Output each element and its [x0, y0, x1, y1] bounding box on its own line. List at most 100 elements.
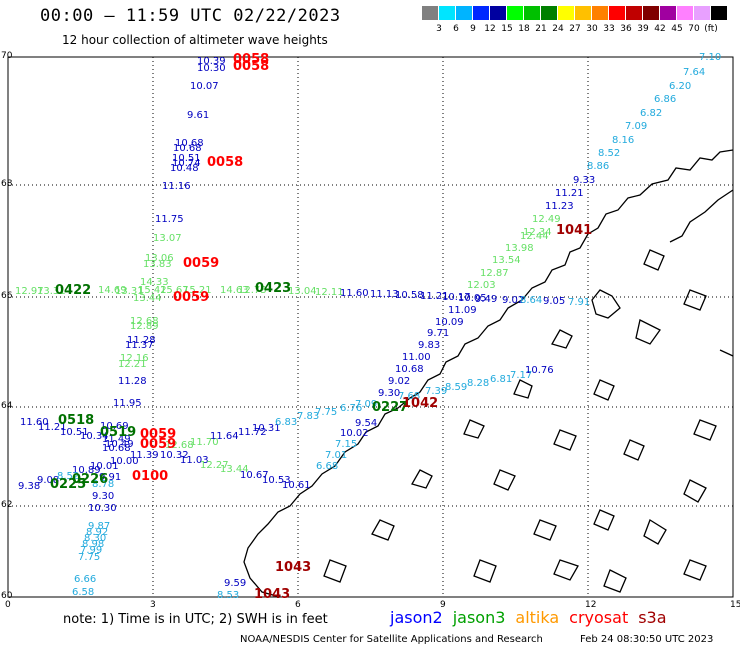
wave-height-reading: 8.16 — [612, 135, 635, 146]
pass-time-label: 0059 — [140, 427, 177, 442]
wave-height-reading: 9.54 — [355, 418, 378, 429]
coastline — [553, 429, 577, 451]
coastline — [591, 289, 621, 319]
wave-height-reading: 11.49 — [102, 434, 131, 445]
wave-height-reading: 6.81 — [490, 374, 513, 385]
scale-swatch — [558, 6, 574, 20]
wave-height-reading: 7.10 — [699, 52, 722, 63]
satellite-legend: jason2 jason3 altika cryosat s3a — [390, 608, 677, 627]
wave-height-reading: 9.30 — [378, 388, 401, 399]
wave-height-reading: 10.34 — [80, 431, 109, 442]
pass-time-label: 1043 — [275, 560, 312, 575]
wave-height-reading: 9.33 — [573, 175, 596, 186]
wave-height-reading: 10.30 — [197, 63, 226, 74]
pass-time-label: 0059 — [140, 437, 177, 452]
credit-line: NOAA/NESDIS Center for Satellite Applica… — [240, 634, 543, 645]
coastline — [243, 149, 734, 598]
wave-height-reading: 9.71 — [427, 328, 450, 339]
scale-label: 3 — [436, 24, 442, 34]
coastline — [463, 419, 485, 439]
latitude-label: 60 — [1, 591, 13, 601]
scale-swatch — [541, 6, 557, 20]
wave-height-reading: 10.05 — [458, 293, 487, 304]
scale-label: 42 — [654, 24, 666, 34]
wave-height-reading: 10.53 — [262, 475, 291, 486]
wave-height-reading: 10.67 — [240, 470, 269, 481]
wave-height-reading: 12.68 — [130, 316, 159, 327]
wave-height-reading: 8.28 — [467, 378, 490, 389]
wave-height-reading: 10.68 — [395, 364, 424, 375]
scale-label: 33 — [603, 24, 615, 34]
wave-height-reading: 13.44 — [133, 293, 162, 304]
legend-jason2: jason2 — [390, 608, 443, 627]
wave-height-reading: 10.30 — [88, 503, 117, 514]
wave-height-reading: 7.99 — [80, 545, 103, 556]
wave-height-reading: 8.59 — [445, 382, 468, 393]
wave-height-reading: 12.21 — [118, 359, 147, 370]
scale-swatch — [592, 6, 608, 20]
wave-height-reading: 13.54 — [492, 255, 521, 266]
map-subtitle: 12 hour collection of altimeter wave hei… — [62, 33, 328, 47]
wave-height-reading: 11.03 — [180, 455, 209, 466]
wave-height-reading: 9.02 — [388, 376, 411, 387]
scale-label: 12 — [484, 24, 496, 34]
pass-time-label: 0059 — [173, 290, 210, 305]
wave-height-reading: 7.75 — [315, 407, 338, 418]
wave-height-reading: 10.32 — [160, 450, 189, 461]
coastline — [683, 479, 707, 503]
latitude-label: 70 — [1, 51, 13, 61]
pass-time-label: 0058 — [233, 52, 270, 67]
wave-height-reading: 7.68 — [398, 391, 421, 402]
wave-height-reading: 9.05 — [543, 296, 566, 307]
wave-height-reading: 11.16 — [162, 181, 191, 192]
wave-height-reading: 15.21 — [183, 285, 212, 296]
wave-height-reading: 13.07 — [153, 233, 182, 244]
wave-height-reading: 11.60 — [20, 417, 49, 428]
scale-swatch — [677, 6, 693, 20]
scale-swatch — [456, 6, 472, 20]
wave-height-reading: 11.21 — [420, 291, 449, 302]
wave-height-reading: 6.58 — [72, 587, 95, 598]
wave-height-reading: 12.89 — [130, 321, 159, 332]
wave-height-reading: 12.27 — [200, 460, 229, 471]
latitude-label: 62 — [1, 500, 13, 510]
wave-height-reading: 8.92 — [86, 527, 109, 538]
wave-height-reading: 11.70 — [190, 437, 219, 448]
coastline — [473, 559, 497, 583]
generated-timestamp: Feb 24 08:30:50 UTC 2023 — [580, 634, 714, 645]
wave-height-reading: 12.11 — [315, 287, 344, 298]
wave-height-reading: 10.74 — [172, 158, 201, 169]
wave-height-reading: 12.87 — [480, 268, 509, 279]
coastline — [513, 379, 533, 399]
scale-label: 9 — [470, 24, 476, 34]
wave-height-reading: 11.23 — [545, 201, 574, 212]
wave-height-reading: 10.48 — [170, 163, 199, 174]
wave-height-reading: 8.52 — [598, 148, 621, 159]
pass-time-label: 0227 — [372, 400, 409, 415]
wave-height-reading: 13.44 — [220, 464, 249, 475]
latitude-label: 68 — [1, 179, 13, 189]
wave-height-reading: 12.49 — [532, 214, 561, 225]
scale-swatch — [422, 6, 438, 20]
pass-time-label: 0058 — [233, 59, 270, 74]
coastline — [693, 419, 717, 441]
legend-s3a: s3a — [638, 608, 667, 627]
latitude-label: 64 — [1, 401, 13, 411]
wave-height-reading: 12.34 — [523, 227, 552, 238]
wave-height-reading: 10.68 — [102, 443, 131, 454]
scale-swatch — [575, 6, 591, 20]
wave-height-reading: 8.53 — [217, 590, 240, 601]
pass-time-label: 1042 — [402, 396, 439, 411]
wave-height-reading: 12.73 — [238, 285, 267, 296]
pass-time-label: 1041 — [556, 223, 593, 238]
scale-label: 18 — [518, 24, 530, 34]
wave-height-reading: 10.61 — [282, 480, 311, 491]
wave-height-reading: 14.63 — [220, 285, 249, 296]
wave-height-reading: 10.68 — [173, 143, 202, 154]
wave-height-reading: 10.76 — [525, 365, 554, 376]
wave-height-reading: 10.51 — [60, 427, 89, 438]
scale-label: 15 — [501, 24, 513, 34]
coastline — [593, 509, 615, 531]
wave-height-reading: 9.02 — [502, 295, 525, 306]
